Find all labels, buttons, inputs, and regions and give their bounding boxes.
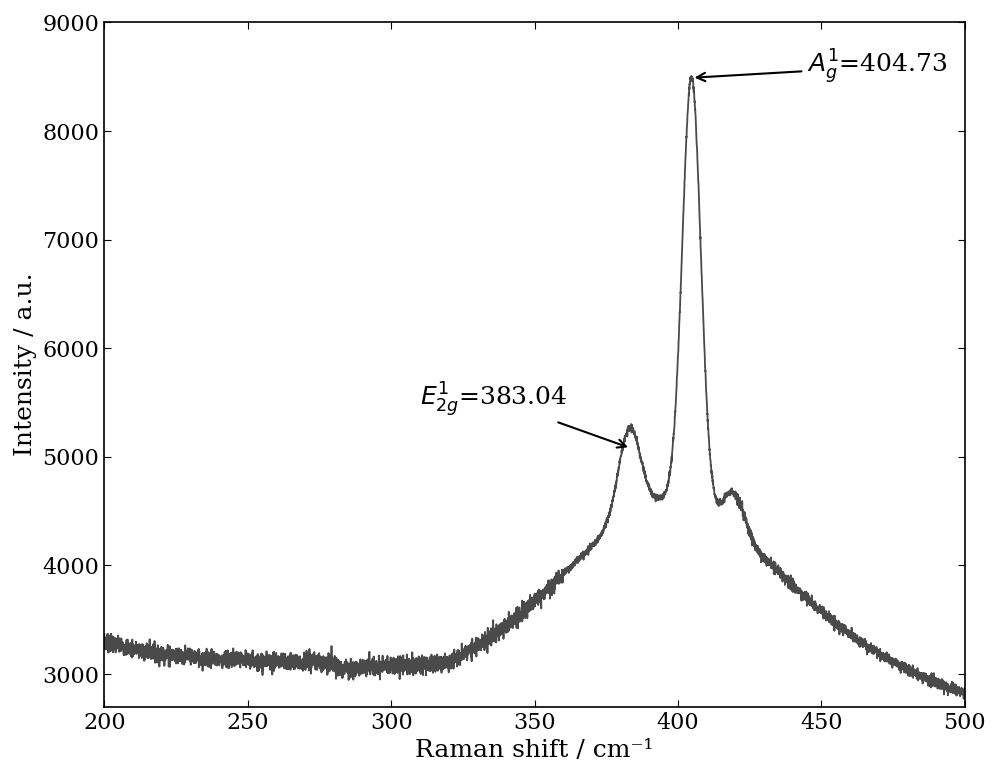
Text: $E_{2g}^{1}$=383.04: $E_{2g}^{1}$=383.04 [420,380,626,448]
X-axis label: Raman shift / cm⁻¹: Raman shift / cm⁻¹ [415,739,654,762]
Text: $A_g^{1}$=404.73: $A_g^{1}$=404.73 [697,47,948,86]
Y-axis label: Intensity / a.u.: Intensity / a.u. [14,272,37,456]
